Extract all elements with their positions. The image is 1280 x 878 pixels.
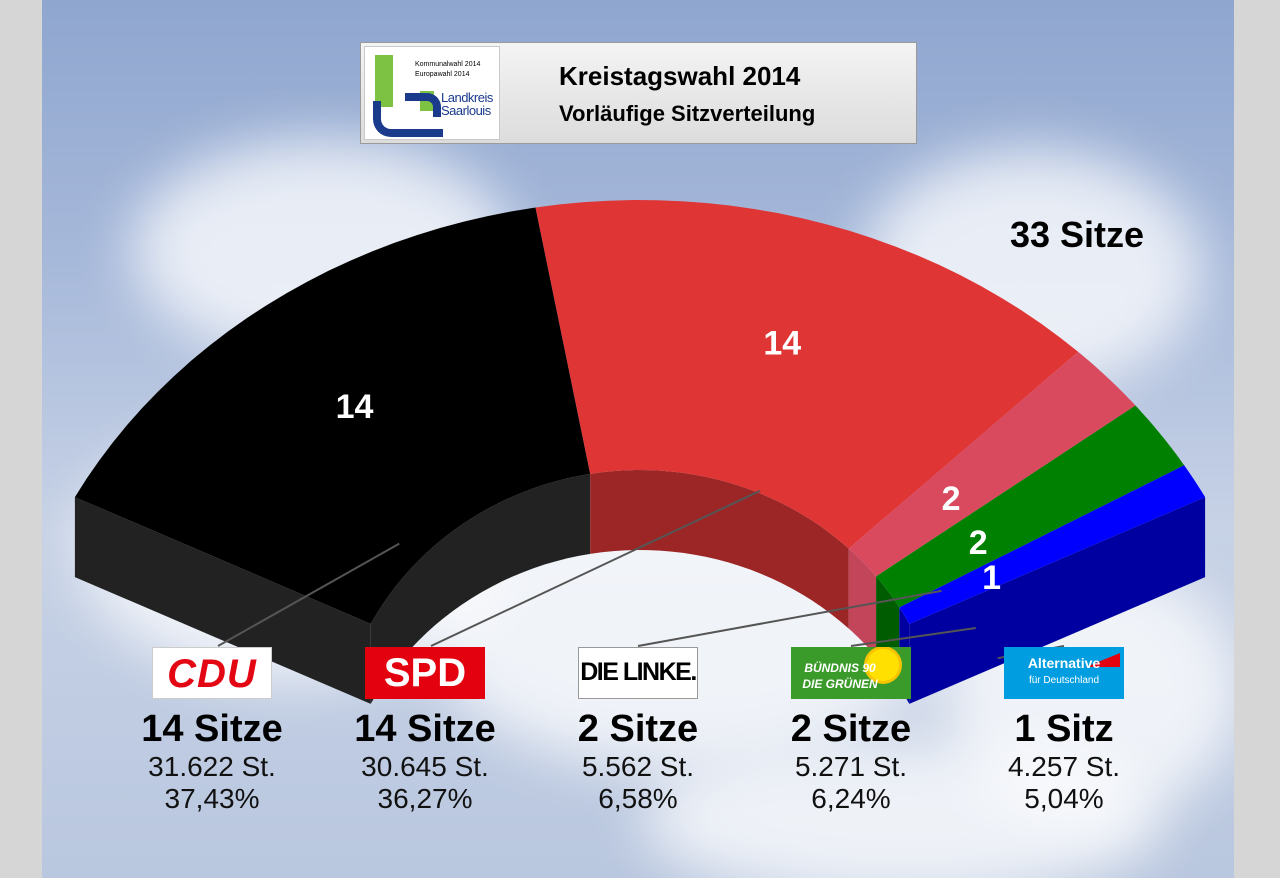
party-votes: 4.257 St. xyxy=(1007,751,1121,782)
seat-count-label: 2 xyxy=(969,524,988,562)
chart-end-cap-left xyxy=(74,497,371,704)
leader-line xyxy=(850,627,976,647)
party-seats: 14 Sitze xyxy=(354,708,496,750)
logo-blue-hook xyxy=(405,93,441,117)
linke-logo-text: DIE LINKE. xyxy=(580,658,697,686)
party-percent: 37,43% xyxy=(164,783,260,814)
party-column-gruene: BÜNDNIS 90 DIE GRÜNEN 2 Sitze 5.271 St. … xyxy=(751,647,951,815)
cloud-decoration xyxy=(642,740,1162,878)
logo-green-bar xyxy=(375,55,393,107)
logo-line-1: Kommunalwahl 2014 xyxy=(415,61,481,68)
chart-side-faces xyxy=(74,470,1206,704)
leader-line xyxy=(217,542,400,647)
spd-logo: SPD xyxy=(365,647,485,699)
afd-logo-line2: für Deutschland xyxy=(1028,675,1100,686)
spd-logo-text: SPD xyxy=(383,651,467,695)
party-seats: 2 Sitze xyxy=(790,708,912,750)
linke-logo: DIE LINKE. xyxy=(578,647,698,699)
logo-line-2: Europawahl 2014 xyxy=(415,71,470,78)
seat-slice xyxy=(74,207,591,624)
seat-count-label: 14 xyxy=(763,325,801,363)
chart-title: Kreistagswahl 2014 xyxy=(559,61,801,91)
party-percent: 36,27% xyxy=(377,783,473,814)
seat-count-label: 14 xyxy=(336,388,374,426)
afd-logo-line1: Alternative xyxy=(1027,655,1101,671)
seat-slice-side xyxy=(370,473,591,704)
party-column-cdu: CDU 14 Sitze 31.622 St. 37,43% xyxy=(112,647,312,815)
chart-top-faces xyxy=(74,200,1206,624)
party-column-afd: Alternative für Deutschland 1 Sitz 4.257… xyxy=(964,647,1164,815)
leader-line xyxy=(430,489,761,647)
seat-slice-side xyxy=(848,548,877,657)
party-seats: 14 Sitze xyxy=(141,708,283,750)
party-percent: 6,24% xyxy=(811,783,891,814)
party-column-linke: DIE LINKE. 2 Sitze 5.562 St. 6,58% xyxy=(538,647,738,815)
seat-slice xyxy=(848,351,1136,577)
total-seats-label: 33 Sitze xyxy=(1010,214,1145,255)
gruene-logo-line1: BÜNDNIS 90 xyxy=(804,661,876,675)
seat-slice xyxy=(876,405,1185,608)
afd-arrow-icon xyxy=(1086,653,1120,667)
seat-count-label: 1 xyxy=(982,559,1001,597)
landkreis-logo: Kommunalwahl 2014 Europawahl 2014 Landkr… xyxy=(364,46,500,140)
logo-name-2: Saarlouis xyxy=(441,103,491,118)
chart-subtitle: Vorläufige Sitzverteilung xyxy=(559,101,816,126)
party-votes: 5.562 St. xyxy=(581,751,695,782)
cdu-logo-text: CDU xyxy=(167,652,257,696)
leader-lines xyxy=(217,489,1065,660)
chart-header: Kommunalwahl 2014 Europawahl 2014 Landkr… xyxy=(360,42,917,144)
party-seats: 1 Sitz xyxy=(1014,708,1114,750)
logo-blue-swoosh xyxy=(373,101,443,137)
seat-slice xyxy=(899,465,1206,624)
party-percent: 6,58% xyxy=(598,783,678,814)
party-seats: 2 Sitze xyxy=(577,708,699,750)
chart-end-cap-right xyxy=(909,497,1206,704)
cdu-logo: CDU xyxy=(152,647,272,699)
party-votes: 31.622 St. xyxy=(148,751,276,782)
gruene-logo: BÜNDNIS 90 DIE GRÜNEN xyxy=(791,647,911,699)
party-votes: 5.271 St. xyxy=(794,751,908,782)
logo-name-1: Landkreis xyxy=(441,90,493,105)
sunflower-icon xyxy=(867,649,899,681)
seat-slice-side xyxy=(590,470,849,629)
leader-line xyxy=(637,589,942,647)
party-votes: 30.645 St. xyxy=(361,751,489,782)
seat-slice xyxy=(535,200,1079,549)
afd-logo: Alternative für Deutschland xyxy=(1004,647,1124,699)
party-percent: 5,04% xyxy=(1024,783,1104,814)
seat-count-label: 2 xyxy=(942,480,961,518)
gruene-logo-line2: DIE GRÜNEN xyxy=(802,677,878,691)
party-column-spd: SPD 14 Sitze 30.645 St. 36,27% xyxy=(325,647,525,815)
